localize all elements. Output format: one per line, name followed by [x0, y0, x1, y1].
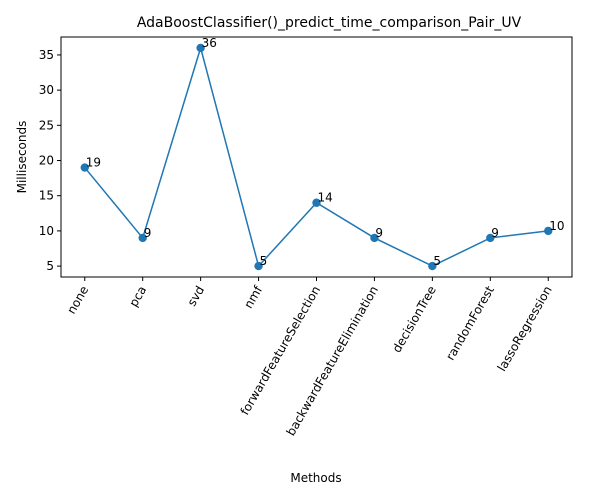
data-label: 5 [260, 254, 268, 268]
x-axis-label: Methods [290, 471, 341, 485]
x-tick-label: decisionTree [390, 284, 439, 355]
series-line [84, 45, 549, 268]
plot-frame [60, 36, 573, 278]
data-point [138, 233, 147, 243]
data-label: 19 [86, 156, 101, 170]
data-point [544, 226, 553, 236]
x-tick-label: none [64, 284, 91, 317]
y-axis-label: Milliseconds [15, 121, 29, 194]
data-label: 36 [202, 36, 217, 50]
y-tick-label: 10 [39, 224, 54, 238]
x-tick-label: svd [185, 284, 208, 309]
x-tick-label: lassoRegression [495, 284, 555, 374]
y-tick-label: 20 [39, 154, 54, 168]
chart-title: AdaBoostClassifier()_predict_time_compar… [137, 15, 522, 31]
data-label: 10 [549, 219, 564, 233]
y-tick-label: 30 [39, 83, 54, 97]
data-point [80, 163, 89, 172]
data-label: 14 [318, 191, 333, 205]
data-label: 9 [144, 226, 152, 240]
data-point [486, 233, 495, 243]
data-point [196, 43, 205, 53]
y-tick-label: 35 [39, 48, 54, 62]
data-point [312, 198, 321, 207]
x-tick-label: nmf [241, 283, 265, 311]
data-label: 5 [433, 254, 441, 268]
x-tick-label: pca [126, 284, 149, 310]
y-tick-label: 15 [39, 189, 54, 203]
data-label: 9 [375, 226, 383, 240]
x-tick-label: randomForest [443, 283, 497, 362]
y-tick-label: 5 [46, 259, 54, 273]
data-point [254, 261, 263, 271]
data-label: 9 [491, 226, 499, 240]
data-point [428, 261, 437, 271]
data-point [370, 233, 379, 243]
y-tick-label: 25 [39, 118, 54, 132]
